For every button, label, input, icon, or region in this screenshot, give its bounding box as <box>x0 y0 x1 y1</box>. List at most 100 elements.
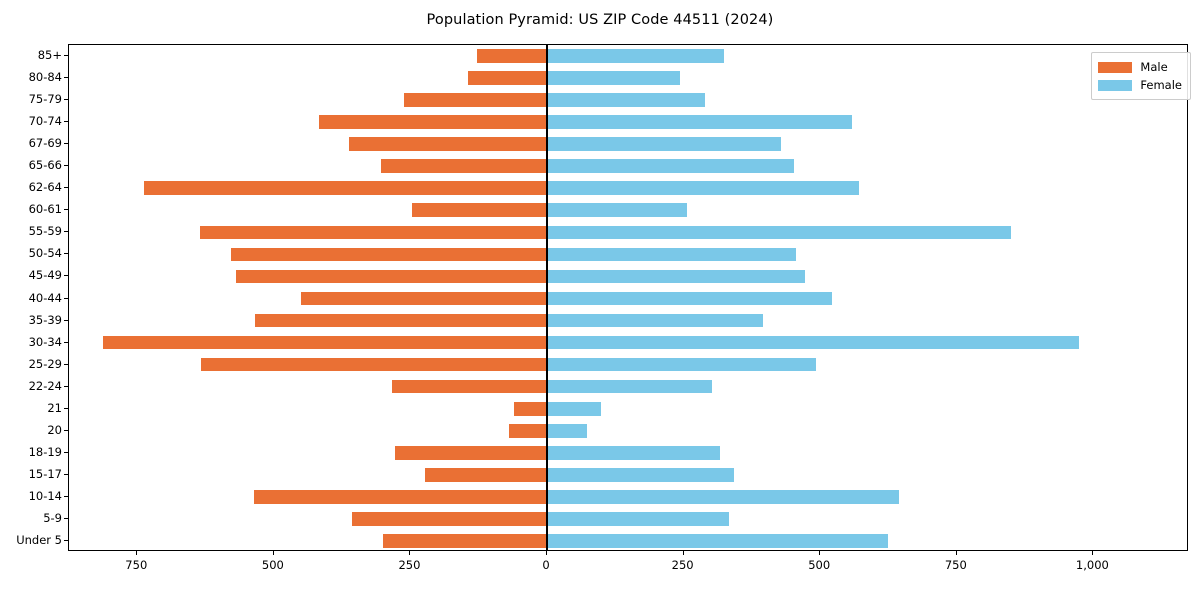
bar-female[interactable] <box>547 115 853 129</box>
y-axis-tick-label: Under 5 <box>16 532 62 547</box>
chart-title: Population Pyramid: US ZIP Code 44511 (2… <box>426 12 774 28</box>
x-axis-tick <box>1092 551 1094 555</box>
bar-male[interactable] <box>318 115 548 129</box>
bar-female[interactable] <box>547 490 900 504</box>
x-axis-tick-label: 250 <box>671 558 694 572</box>
bar-female[interactable] <box>547 423 588 438</box>
bar-male[interactable] <box>382 534 548 548</box>
bar-female[interactable] <box>547 137 782 152</box>
zero-axis-line <box>546 45 548 550</box>
y-axis-tick <box>64 319 68 321</box>
y-axis-tick <box>64 495 68 497</box>
bar-male[interactable] <box>143 181 548 196</box>
x-axis-tick <box>546 551 548 555</box>
legend-item[interactable]: Male <box>1098 58 1182 76</box>
pyramid-row <box>69 137 1187 152</box>
y-axis-tick <box>64 121 68 123</box>
bar-male[interactable] <box>253 490 548 504</box>
bar-female[interactable] <box>547 181 859 196</box>
y-axis-tick <box>64 517 68 519</box>
bar-male[interactable] <box>380 159 548 174</box>
bar-male[interactable] <box>199 225 548 240</box>
y-axis-tick <box>64 297 68 299</box>
bar-male[interactable] <box>231 247 548 262</box>
bar-male[interactable] <box>477 49 548 63</box>
y-axis-tick-label: 10-14 <box>28 488 62 503</box>
chart-legend: Male Female <box>1091 52 1191 100</box>
y-axis-tick <box>64 275 68 277</box>
pyramid-row <box>69 71 1187 85</box>
y-axis-tick <box>64 231 68 233</box>
bar-male[interactable] <box>235 269 548 284</box>
x-axis-tick <box>272 551 274 555</box>
pyramid-row <box>69 269 1187 284</box>
y-axis-tick <box>64 143 68 145</box>
pyramid-row <box>69 512 1187 526</box>
bar-male[interactable] <box>200 357 548 372</box>
y-axis-tick-label: 55-59 <box>28 224 62 239</box>
legend-swatch <box>1098 61 1133 73</box>
bar-female[interactable] <box>547 445 720 460</box>
bar-female[interactable] <box>547 468 734 482</box>
pyramid-row <box>69 247 1187 262</box>
pyramid-row <box>69 115 1187 129</box>
bar-female[interactable] <box>547 71 681 85</box>
y-axis-tick <box>64 451 68 453</box>
pyramid-row <box>69 379 1187 394</box>
y-axis-tick-label: 50-54 <box>28 246 62 261</box>
y-axis-tick-label: 25-29 <box>28 356 62 371</box>
pyramid-row <box>69 357 1187 372</box>
bar-female[interactable] <box>547 203 687 218</box>
bar-male[interactable] <box>300 291 548 306</box>
bar-male[interactable] <box>391 379 548 394</box>
y-axis-tick-label: 5-9 <box>43 510 62 525</box>
y-axis-tick <box>64 429 68 431</box>
bar-male[interactable] <box>468 71 548 85</box>
bar-male[interactable] <box>514 401 548 416</box>
y-axis-tick-label: 67-69 <box>28 136 62 151</box>
bar-male[interactable] <box>411 203 548 218</box>
bar-male[interactable] <box>394 445 548 460</box>
bar-male[interactable] <box>403 93 548 107</box>
y-axis-tick <box>64 539 68 541</box>
y-axis-tick-label: 70-74 <box>28 114 62 129</box>
bar-female[interactable] <box>547 357 817 372</box>
pyramid-row <box>69 445 1187 460</box>
y-axis-tick <box>64 77 68 79</box>
y-axis-tick-label: 40-44 <box>28 290 62 305</box>
bar-female[interactable] <box>547 269 806 284</box>
bar-female[interactable] <box>547 401 601 416</box>
pyramid-row <box>69 225 1187 240</box>
y-axis-tick-label: 30-34 <box>28 334 62 349</box>
bar-male[interactable] <box>254 313 548 328</box>
bar-female[interactable] <box>547 49 725 63</box>
bar-male[interactable] <box>352 512 548 526</box>
legend-item[interactable]: Female <box>1098 76 1182 94</box>
x-axis-tick <box>409 551 411 555</box>
pyramid-row <box>69 203 1187 218</box>
bar-female[interactable] <box>547 313 763 328</box>
y-axis-tick <box>64 209 68 211</box>
bar-female[interactable] <box>547 379 713 394</box>
bar-female[interactable] <box>547 512 729 526</box>
y-axis-tick <box>64 363 68 365</box>
pyramid-row <box>69 335 1187 350</box>
pyramid-row <box>69 159 1187 174</box>
y-axis-tick <box>64 99 68 101</box>
x-axis-tick <box>682 551 684 555</box>
bar-male[interactable] <box>508 423 548 438</box>
y-axis-tick <box>64 473 68 475</box>
bar-male[interactable] <box>425 468 548 482</box>
legend-label: Male <box>1140 60 1168 74</box>
bar-female[interactable] <box>547 225 1012 240</box>
bar-female[interactable] <box>547 335 1080 350</box>
bar-female[interactable] <box>547 159 794 174</box>
bar-female[interactable] <box>547 534 888 548</box>
bar-female[interactable] <box>547 291 832 306</box>
pyramid-row <box>69 291 1187 306</box>
bar-female[interactable] <box>547 93 705 107</box>
bar-male[interactable] <box>349 137 548 152</box>
bar-female[interactable] <box>547 247 796 262</box>
bar-male[interactable] <box>102 335 548 350</box>
